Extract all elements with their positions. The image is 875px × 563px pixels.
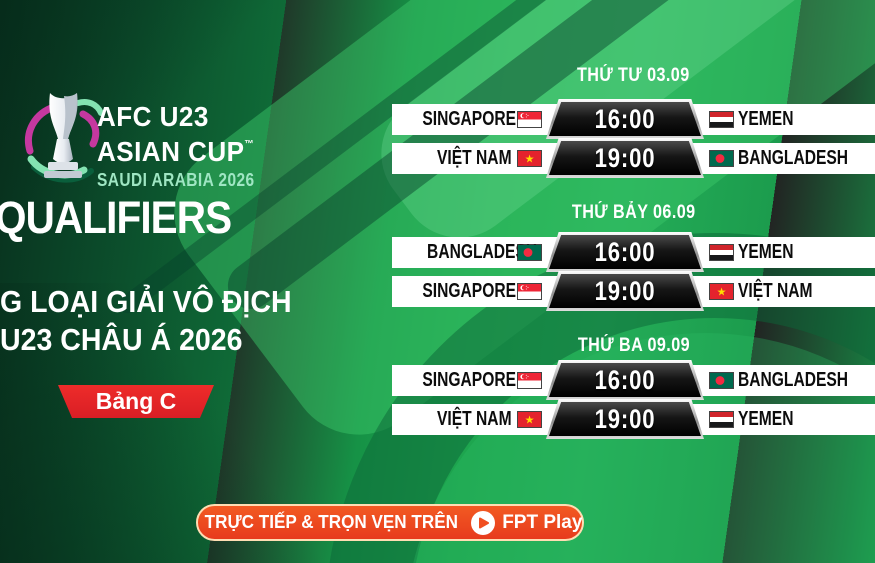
- kickoff-time-plate: 16:00: [546, 99, 704, 139]
- match-row: SINGAPORE 16:00 YEMEN: [392, 99, 875, 139]
- home-team-name: VIỆT NAM: [437, 408, 512, 430]
- logo-title-line2: ASIAN CUP™: [97, 136, 254, 167]
- home-team-name: VIỆT NAM: [437, 147, 512, 169]
- bangladesh-flag-icon: [518, 245, 541, 260]
- kickoff-time: 16:00: [594, 236, 656, 267]
- tournament-logo-text: AFC U23 ASIAN CUP™ SAUDI ARABIA 2026: [97, 101, 280, 191]
- logo-subtitle: SAUDI ARABIA 2026: [97, 170, 255, 190]
- singapore-flag-icon: [518, 373, 541, 388]
- away-team-name: YEMEN: [738, 108, 794, 130]
- vietnam-flag-icon: ★: [710, 284, 733, 299]
- away-team-name: VIỆT NAM: [738, 280, 813, 302]
- kickoff-time: 16:00: [594, 364, 656, 395]
- match-row: SINGAPORE 19:00 ★ VIỆT NAM: [392, 271, 875, 311]
- yemen-flag-icon: [710, 412, 733, 427]
- matchday-3-date: THỨ BA 09.09: [577, 335, 690, 356]
- logo-title-line1: AFC U23: [97, 101, 209, 132]
- qualifiers-title: QUALIFIERS: [0, 192, 232, 243]
- kickoff-time-plate: 19:00: [546, 138, 704, 178]
- matchday-1-date: THỨ TƯ 03.09: [577, 65, 690, 86]
- svg-text:★: ★: [717, 287, 727, 299]
- kickoff-time: 16:00: [594, 103, 656, 134]
- bangladesh-flag-icon: [710, 151, 733, 166]
- home-team-name: SINGAPORE: [422, 280, 517, 302]
- home-team-name: BANGLADESH: [427, 241, 538, 263]
- kickoff-time: 19:00: [594, 275, 656, 306]
- group-badge-label: Bảng C: [95, 388, 177, 414]
- away-team-name: BANGLADESH: [738, 147, 849, 169]
- svg-text:★: ★: [525, 154, 535, 166]
- match-row: VIỆT NAM ★ 19:00 BANGLADESH: [392, 138, 875, 178]
- kickoff-time: 19:00: [594, 403, 656, 434]
- yemen-flag-icon: [710, 112, 733, 127]
- away-team-name: YEMEN: [738, 408, 794, 430]
- home-team-name: SINGAPORE: [422, 369, 517, 391]
- bangladesh-flag-icon: [710, 373, 733, 388]
- vietnamese-title-line2: U23 CHÂU Á 2026: [0, 322, 243, 357]
- away-team-name: BANGLADESH: [738, 369, 849, 391]
- home-team-name: SINGAPORE: [422, 108, 517, 130]
- matchday-2-date: THỨ BẢY 06.09: [571, 202, 696, 223]
- yemen-flag-icon: [710, 245, 733, 260]
- singapore-flag-icon: [518, 112, 541, 127]
- kickoff-time-plate: 19:00: [546, 271, 704, 311]
- afc-u23-trophy-icon: [25, 93, 104, 183]
- kickoff-time-plate: 16:00: [546, 232, 704, 272]
- match-row: VIỆT NAM ★ 19:00 YEMEN: [392, 399, 875, 439]
- vietnamese-title-line1: G LOẠI GIẢI VÔ ĐỊCH: [0, 284, 292, 319]
- promo-text: TRỰC TIẾP & TRỌN VẸN TRÊN: [204, 512, 458, 532]
- fpt-play-brand-name: FPT Play: [502, 511, 583, 533]
- group-badge: Bảng C: [58, 385, 214, 418]
- match-row: BANGLADESH 16:00 YEMEN: [392, 232, 875, 272]
- kickoff-time-plate: 19:00: [546, 399, 704, 439]
- fpt-play-promo-button[interactable]: TRỰC TIẾP & TRỌN VẸN TRÊN FPT Play: [196, 504, 584, 541]
- svg-text:★: ★: [525, 415, 535, 427]
- kickoff-time: 19:00: [594, 142, 656, 173]
- vietnam-flag-icon: ★: [518, 151, 541, 166]
- vietnam-flag-icon: ★: [518, 412, 541, 427]
- play-icon: [471, 510, 496, 535]
- kickoff-time-plate: 16:00: [546, 360, 704, 400]
- trademark-symbol: ™: [244, 139, 254, 150]
- match-row: SINGAPORE 16:00 BANGLADESH: [392, 360, 875, 400]
- singapore-flag-icon: [518, 284, 541, 299]
- away-team-name: YEMEN: [738, 241, 794, 263]
